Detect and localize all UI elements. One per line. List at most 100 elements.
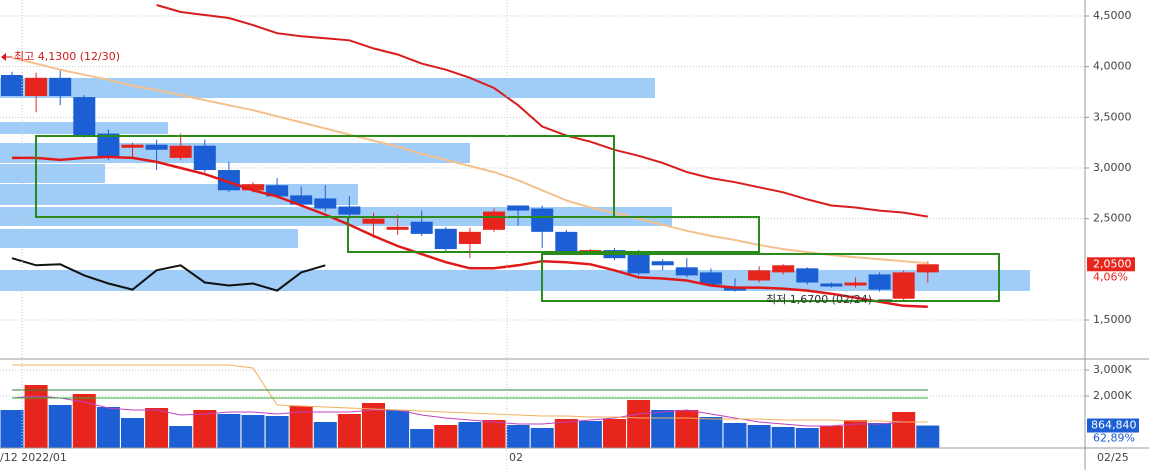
change-label: 4,06% <box>1093 270 1128 283</box>
volume-bar <box>554 419 578 448</box>
volume-bar <box>916 425 940 448</box>
candle-body <box>362 218 385 224</box>
high-arrowhead <box>1 53 6 61</box>
volume-bar <box>121 417 144 448</box>
volume-bar <box>699 417 723 448</box>
low-label: 최저 1,6700 (02/24) <box>766 293 872 306</box>
box <box>35 135 615 218</box>
y-tick-label: 2,000K <box>1093 389 1132 402</box>
candle-body <box>193 145 216 171</box>
volume-bar <box>868 422 892 448</box>
candle-body <box>169 145 192 158</box>
volume-bar <box>265 415 289 448</box>
volume-bar <box>506 424 530 448</box>
volume-bar <box>217 413 241 448</box>
ma-line <box>11 56 928 265</box>
volume-bar <box>795 428 819 448</box>
volume-bar <box>362 402 385 448</box>
candle-body <box>916 264 939 273</box>
volume-ratio: 62,89% <box>1093 432 1135 445</box>
candle-body <box>97 133 120 157</box>
volume-bar <box>844 420 867 448</box>
volume-bar <box>241 415 265 448</box>
candle-body <box>820 283 843 287</box>
volume-bar <box>193 409 217 448</box>
volume-bar <box>482 420 506 448</box>
volume-bar <box>627 400 651 448</box>
ma-line <box>11 257 326 292</box>
candle-body <box>49 77 72 97</box>
high-label: 최고 4,1300 (12/30) <box>14 50 120 63</box>
volume-bar <box>771 426 795 448</box>
candle-body <box>386 226 409 230</box>
candle-body <box>555 231 578 253</box>
volume-bar <box>0 409 24 448</box>
candle-body <box>651 261 674 266</box>
volume-bar <box>723 422 747 448</box>
candle-body <box>25 77 48 97</box>
candle-body <box>748 270 771 281</box>
volume-bar <box>145 408 169 448</box>
candle-body <box>772 265 795 273</box>
volume-bar <box>386 409 410 448</box>
candle-body <box>434 228 457 250</box>
volume-bar <box>313 422 337 448</box>
volume-bar <box>24 385 48 448</box>
ma-line <box>156 4 928 218</box>
candle-body <box>507 205 530 211</box>
ma-line <box>12 364 928 423</box>
candle-body <box>699 272 722 285</box>
candle-body <box>290 195 313 205</box>
volume-bar <box>651 409 675 448</box>
x-label: 02/25 <box>1097 451 1129 464</box>
candle-body <box>314 198 337 209</box>
ma-line <box>11 395 928 427</box>
candle-body <box>675 267 698 276</box>
volume-bar <box>337 413 361 448</box>
candle-body <box>892 272 915 299</box>
volume-bar <box>410 428 434 448</box>
volume-bar <box>892 411 916 448</box>
volume-box <box>1087 418 1139 433</box>
candle-body <box>121 144 144 148</box>
volume-bar <box>819 426 843 448</box>
volume-bar <box>458 422 482 448</box>
candle-body <box>1 74 23 97</box>
y-tick-label: 3,0000 <box>1093 161 1132 174</box>
volume-bar <box>96 407 120 448</box>
candle-body <box>483 211 505 230</box>
candle-body <box>242 184 264 191</box>
candle-body <box>145 144 168 150</box>
box <box>347 216 760 253</box>
profile-bar <box>0 229 298 248</box>
candle-body <box>410 221 433 234</box>
x-label: /12 2022/01 <box>0 451 67 464</box>
box <box>541 253 1000 302</box>
profile-bar <box>0 164 105 183</box>
y-tick-label: 2,5000 <box>1093 212 1132 225</box>
candle-body <box>266 185 289 197</box>
candle-body <box>531 208 554 232</box>
candle-body <box>73 97 96 137</box>
volume-label: 864,840 <box>1091 419 1137 432</box>
ma-line <box>12 155 928 309</box>
price-label: 2,0500 <box>1093 257 1132 270</box>
y-tick-label: 4,5000 <box>1093 9 1132 22</box>
x-label: 02 <box>509 451 523 464</box>
y-tick-label: 3,5000 <box>1093 110 1132 123</box>
candle-body <box>338 206 361 215</box>
volume-bar <box>289 406 313 448</box>
y-tick-label: 4,0000 <box>1093 60 1132 73</box>
volume-bar <box>603 419 626 448</box>
volume-bar <box>747 424 771 448</box>
volume-bar <box>434 424 458 448</box>
candle-body <box>627 254 650 274</box>
profile-bar <box>0 78 655 98</box>
plot <box>0 4 1085 448</box>
volume-bar <box>675 409 699 448</box>
volume-bar <box>48 405 72 448</box>
candle-body <box>458 231 481 245</box>
y-tick-label: 3,000K <box>1093 363 1132 376</box>
volume-bar <box>169 426 193 448</box>
